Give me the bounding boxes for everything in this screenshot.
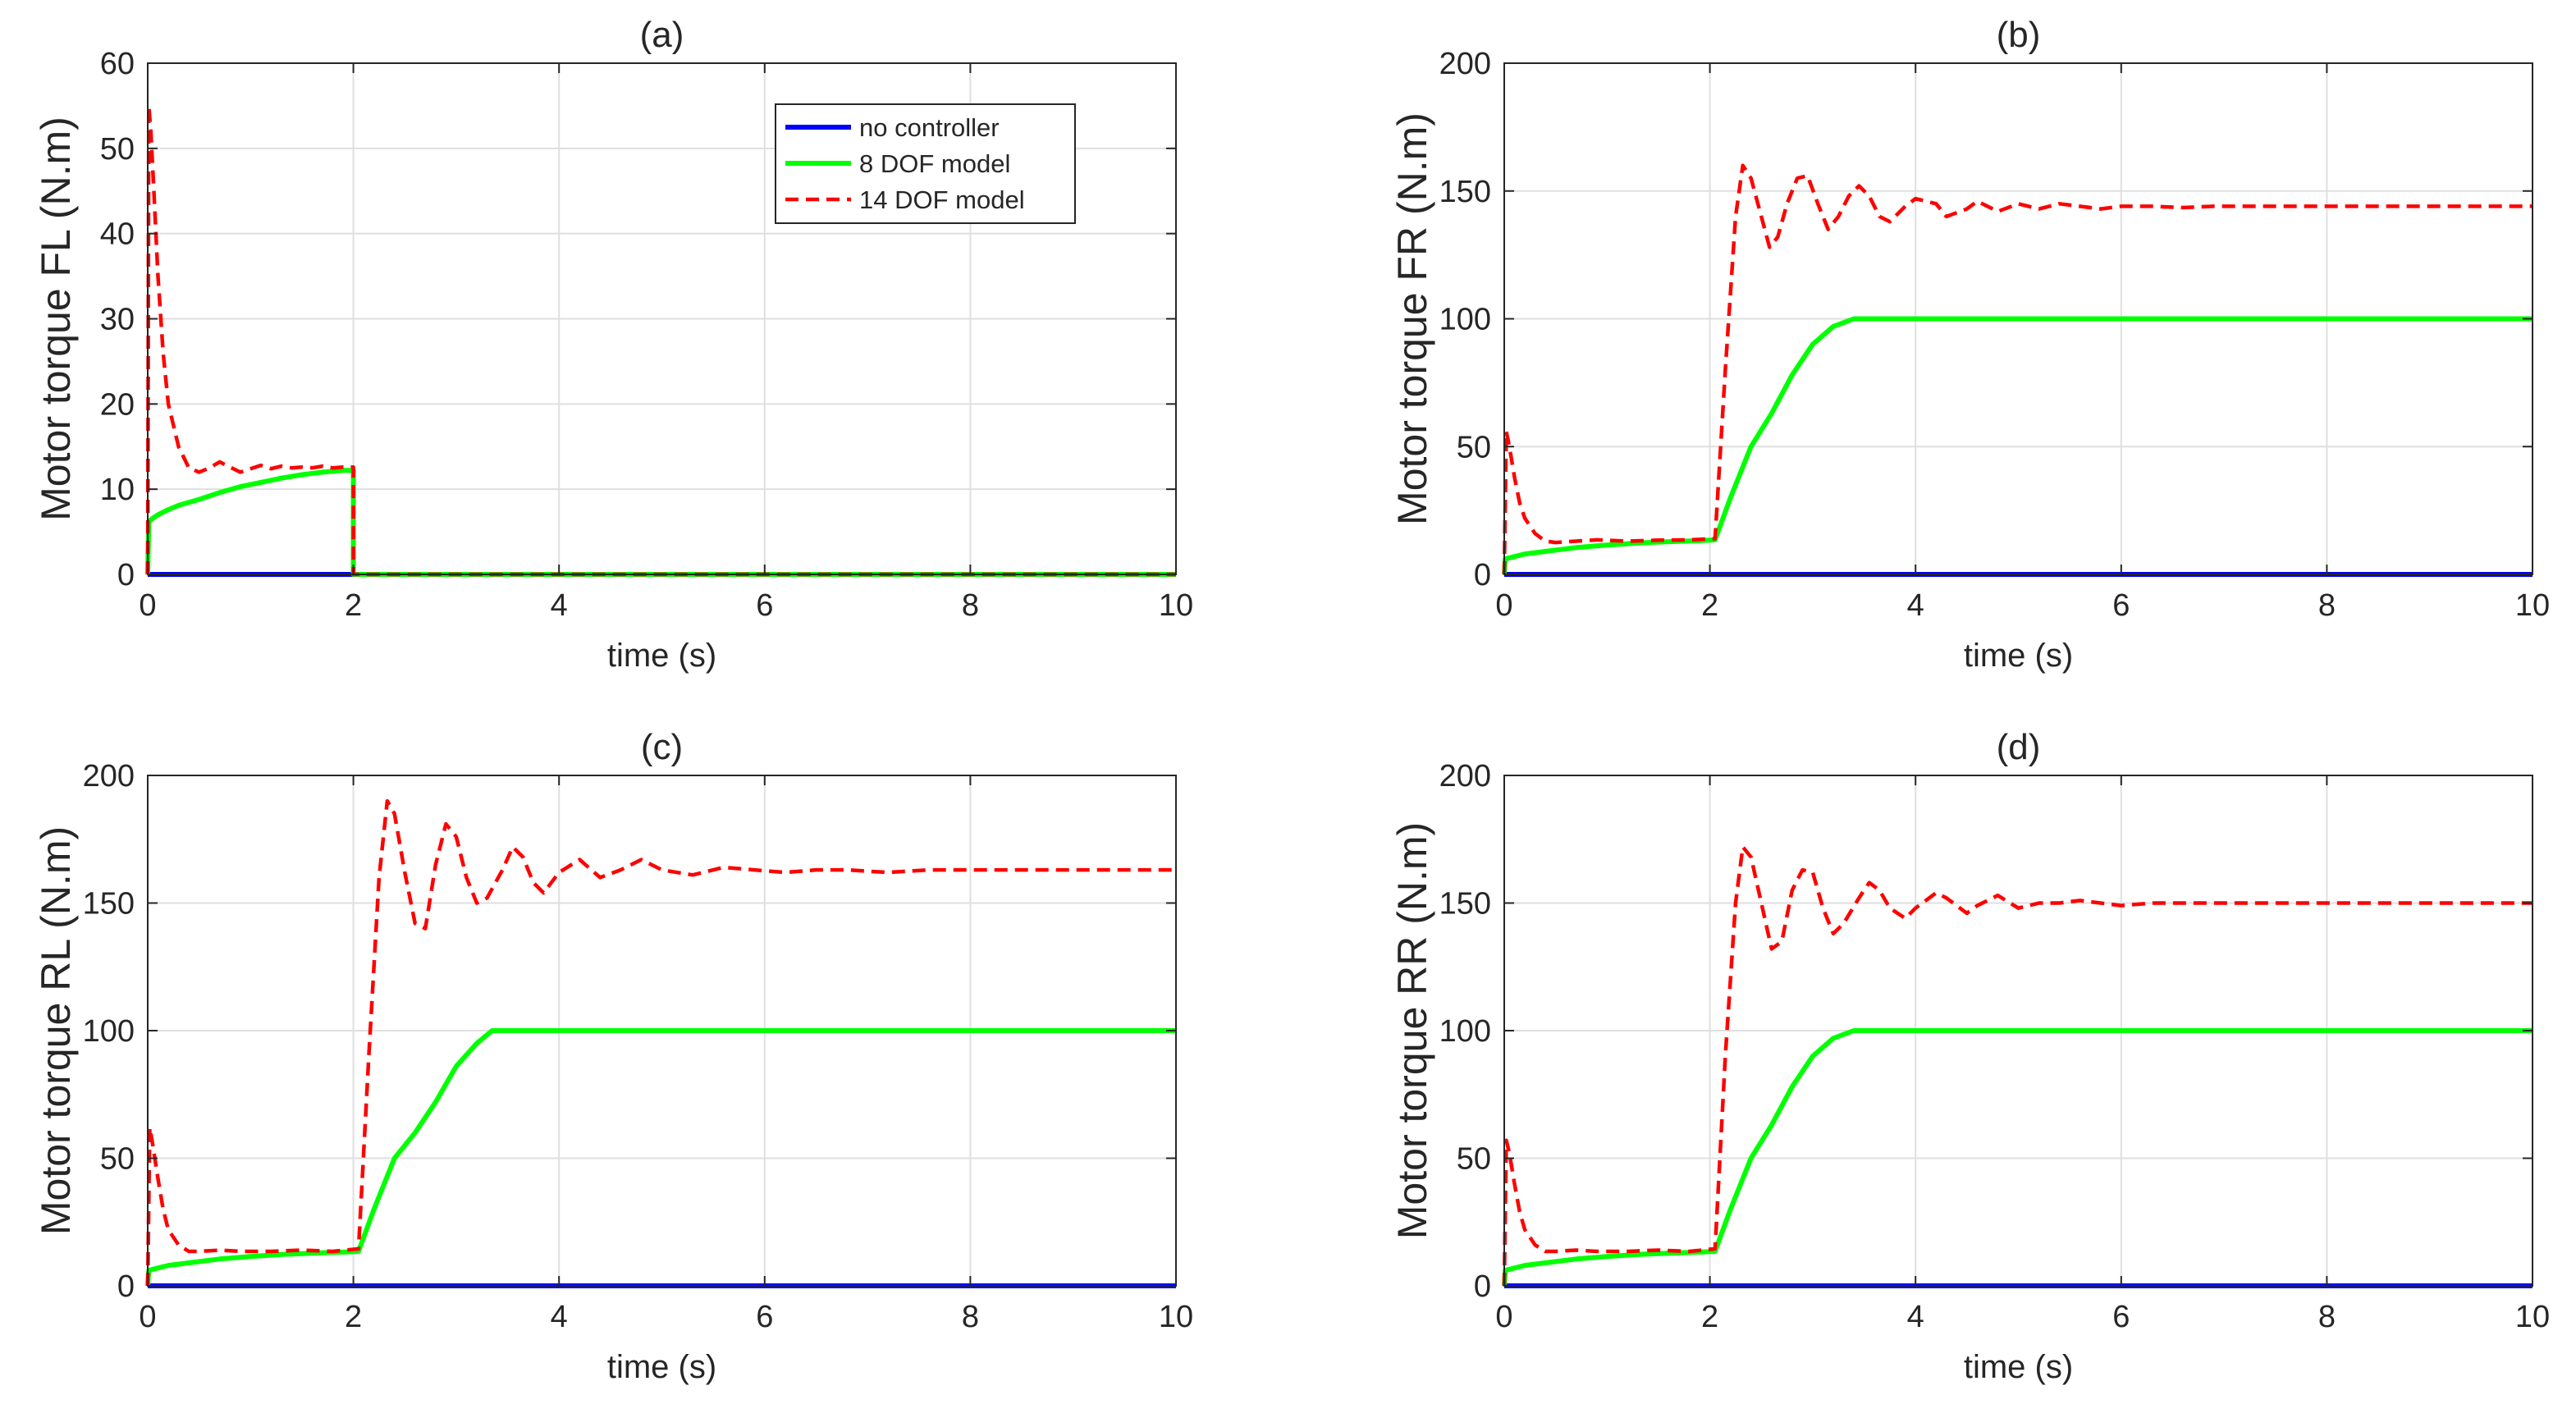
y-axis-label: Motor torque RL (N.m): [33, 826, 79, 1235]
y-tick-label: 150: [83, 887, 135, 922]
y-tick-label: 50: [1457, 1142, 1491, 1177]
chart-title: (b): [1997, 15, 2041, 55]
y-tick-label: 150: [1439, 175, 1491, 209]
x-tick-label: 8: [2318, 1300, 2336, 1334]
legend: no controller 8 DOF model 14 DOF model: [775, 103, 1076, 224]
series-line-14-dof-model: [1502, 844, 2533, 1287]
series-line-14-dof-model: [1502, 163, 2533, 575]
x-tick-label: 2: [1701, 588, 1718, 623]
y-tick-label: 0: [117, 1269, 135, 1304]
x-tick-label: 2: [345, 588, 362, 623]
x-tick-label: 0: [139, 588, 156, 623]
y-tick-label: 40: [100, 217, 135, 252]
x-tick-label: 6: [756, 588, 773, 623]
x-tick-label: 8: [962, 588, 979, 623]
series-line-14-dof-model: [145, 798, 1176, 1287]
chart-title: (d): [1997, 727, 2041, 767]
x-tick-label: 2: [345, 1300, 362, 1334]
series-line-14-dof-model: [145, 103, 1176, 577]
x-axis-label: time (s): [607, 1349, 716, 1385]
y-tick-label: 10: [100, 473, 135, 507]
x-tick-label: 6: [2112, 588, 2130, 623]
y-tick-label: 200: [1439, 759, 1491, 793]
x-tick-label: 4: [1907, 1300, 1924, 1334]
legend-entry: 14 DOF model: [859, 185, 1025, 214]
x-tick-label: 4: [551, 588, 568, 623]
y-axis-label: Motor torque FR (N.m): [1389, 112, 1435, 525]
chart-title: (a): [640, 15, 684, 55]
y-tick-label: 30: [100, 303, 135, 337]
x-tick-label: 10: [2515, 588, 2550, 623]
y-tick-label: 200: [1439, 47, 1491, 81]
y-tick-label: 50: [1457, 430, 1491, 464]
x-tick-label: 8: [2318, 588, 2336, 623]
x-tick-label: 6: [756, 1300, 773, 1334]
x-tick-label: 0: [139, 1300, 156, 1334]
x-tick-label: 10: [1159, 588, 1193, 623]
x-tick-label: 0: [1495, 1300, 1512, 1334]
series-line-8-dof-model: [145, 1028, 1176, 1287]
x-axis-label: time (s): [607, 638, 716, 674]
y-tick-label: 200: [83, 759, 135, 793]
y-tick-label: 50: [100, 1142, 135, 1177]
y-tick-label: 100: [83, 1014, 135, 1049]
y-tick-label: 100: [1439, 1014, 1491, 1049]
x-tick-label: 8: [962, 1300, 979, 1334]
x-tick-label: 10: [1159, 1300, 1193, 1334]
legend-entry: 8 DOF model: [859, 149, 1010, 178]
y-tick-label: 20: [100, 387, 135, 422]
x-tick-label: 4: [1907, 588, 1924, 623]
y-tick-label: 0: [117, 558, 135, 592]
y-tick-label: 150: [1439, 887, 1491, 922]
y-tick-label: 0: [1474, 558, 1491, 592]
chart-title: (c): [641, 727, 683, 767]
x-tick-label: 2: [1701, 1300, 1718, 1334]
legend-entry: no controller: [859, 113, 1000, 142]
x-tick-label: 6: [2112, 1300, 2130, 1334]
subplot-a: 0 2 4 6 8 10 0 10 20 30 40 50 60 (a) time (s) Motor tor…: [33, 15, 1193, 674]
x-axis-label: time (s): [1964, 638, 2073, 674]
y-tick-label: 60: [100, 47, 135, 81]
x-tick-label: 10: [2515, 1300, 2550, 1334]
y-tick-label: 0: [1474, 1269, 1491, 1304]
x-axis-label: time (s): [1964, 1349, 2073, 1385]
y-axis-label: Motor torque FL (N.m): [33, 117, 79, 521]
y-tick-label: 100: [1439, 303, 1491, 337]
y-tick-label: 50: [100, 132, 135, 167]
x-tick-label: 0: [1495, 588, 1512, 623]
x-tick-label: 4: [551, 1300, 568, 1334]
y-axis-label: Motor torque RR (N.m): [1389, 822, 1435, 1239]
